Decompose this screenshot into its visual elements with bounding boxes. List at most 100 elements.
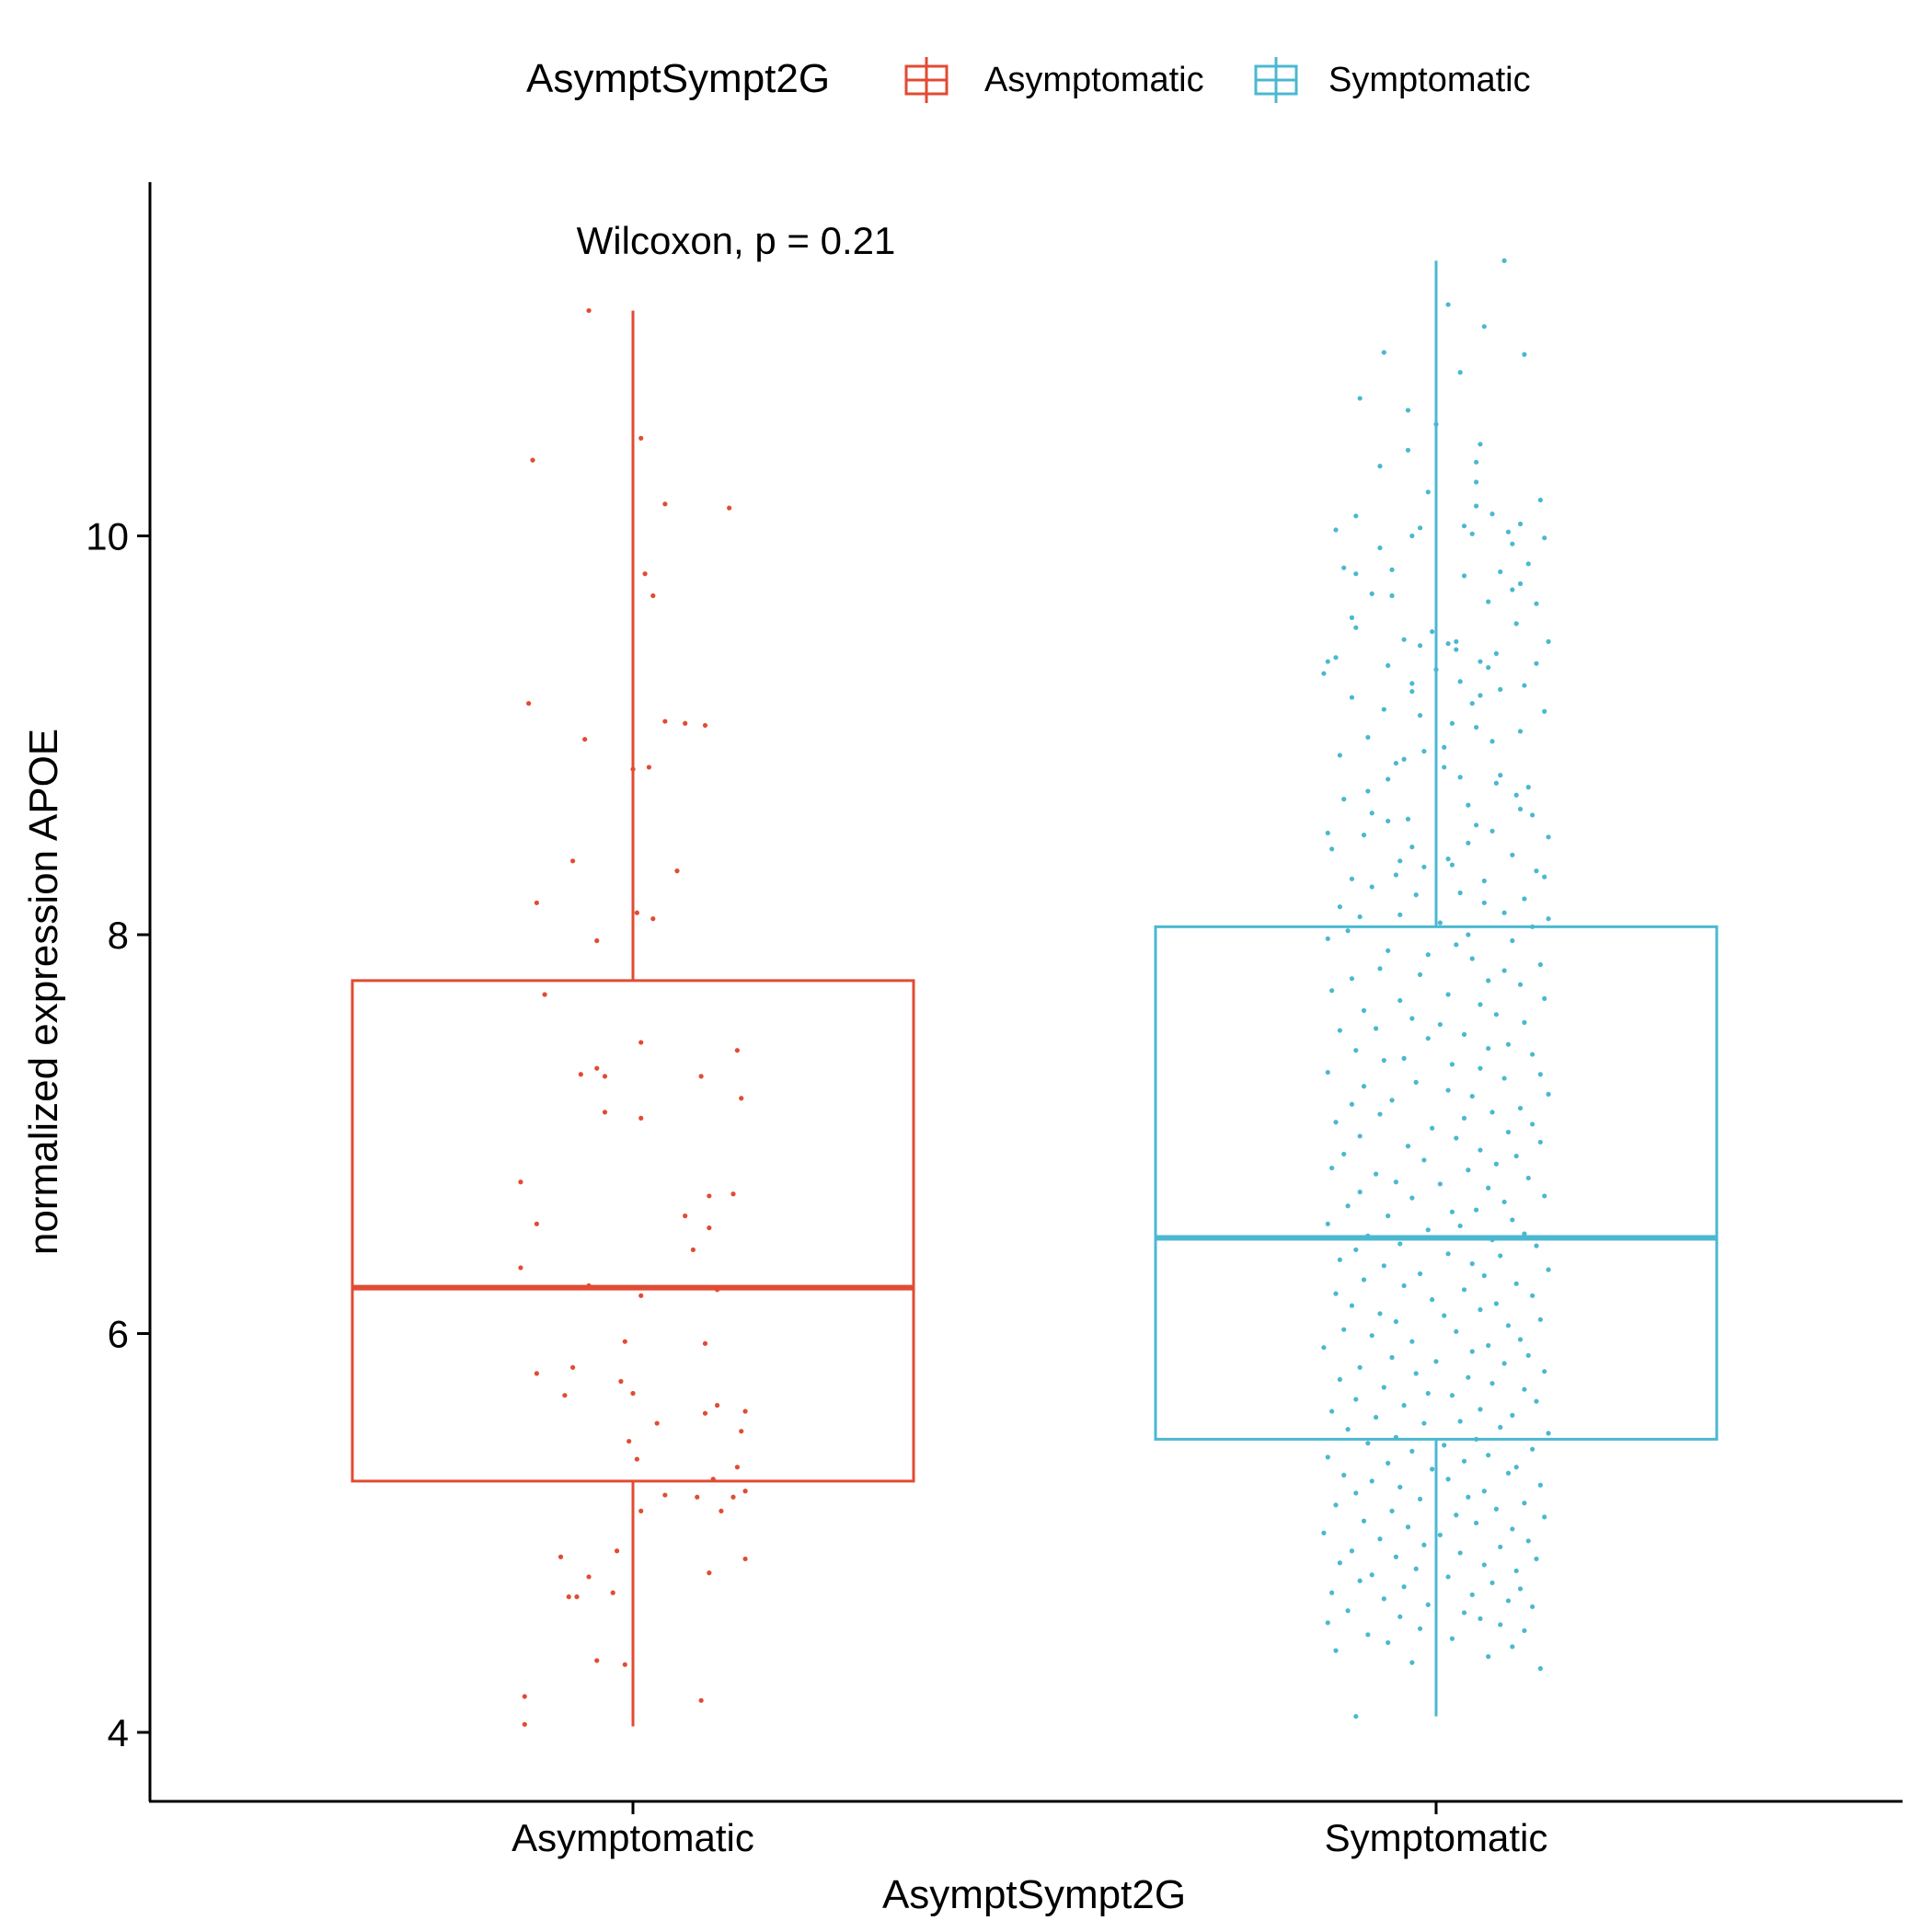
data-point-symptomatic bbox=[1510, 1217, 1515, 1223]
data-point-symptomatic bbox=[1505, 1470, 1512, 1476]
data-point-symptomatic bbox=[1474, 822, 1479, 828]
data-point-symptomatic bbox=[1510, 541, 1515, 546]
data-point-asymptomatic bbox=[594, 1065, 600, 1071]
data-point-symptomatic bbox=[1417, 525, 1423, 531]
data-point-symptomatic bbox=[1513, 1281, 1519, 1286]
data-point-symptomatic bbox=[1413, 1079, 1419, 1085]
data-point-symptomatic bbox=[1498, 1622, 1503, 1627]
data-point-symptomatic bbox=[1361, 833, 1367, 838]
data-point-symptomatic bbox=[1365, 788, 1371, 794]
data-point-symptomatic bbox=[1542, 1514, 1547, 1520]
data-point-symptomatic bbox=[1510, 1526, 1515, 1532]
data-point-symptomatic bbox=[1393, 1434, 1398, 1440]
data-point-symptomatic bbox=[1386, 1213, 1391, 1219]
data-point-symptomatic bbox=[1513, 1153, 1519, 1159]
data-point-symptomatic bbox=[1421, 748, 1427, 754]
data-point-symptomatic bbox=[1481, 878, 1487, 884]
data-point-symptomatic bbox=[1381, 1385, 1386, 1390]
data-point-symptomatic bbox=[1325, 1455, 1330, 1460]
data-point-symptomatic bbox=[1353, 513, 1359, 519]
data-point-symptomatic bbox=[1486, 1185, 1491, 1190]
data-point-symptomatic bbox=[1449, 1062, 1455, 1067]
data-point-symptomatic bbox=[1478, 659, 1483, 664]
data-point-asymptomatic bbox=[570, 1364, 576, 1370]
data-point-symptomatic bbox=[1430, 628, 1435, 635]
data-point-symptomatic bbox=[1542, 535, 1547, 541]
data-point-symptomatic bbox=[1425, 489, 1431, 495]
data-point-symptomatic bbox=[1457, 890, 1463, 896]
data-point-symptomatic bbox=[1409, 681, 1415, 686]
y-tick-label-6: 6 bbox=[108, 1313, 129, 1356]
data-point-symptomatic bbox=[1389, 1098, 1395, 1103]
data-point-symptomatic bbox=[1445, 302, 1451, 307]
data-point-symptomatic bbox=[1505, 1323, 1512, 1328]
data-point-asymptomatic bbox=[674, 868, 680, 874]
data-point-asymptomatic bbox=[710, 1477, 716, 1482]
data-point-symptomatic bbox=[1445, 1087, 1451, 1093]
data-point-asymptomatic bbox=[730, 1191, 736, 1197]
data-point-symptomatic bbox=[1530, 924, 1535, 929]
data-point-symptomatic bbox=[1461, 573, 1467, 579]
data-point-symptomatic bbox=[1349, 615, 1355, 620]
data-point-symptomatic bbox=[1365, 1632, 1371, 1638]
data-point-asymptomatic bbox=[638, 1115, 644, 1121]
data-point-symptomatic bbox=[1377, 1536, 1383, 1542]
data-point-symptomatic bbox=[1409, 1660, 1415, 1665]
data-point-symptomatic bbox=[1357, 396, 1363, 401]
data-point-symptomatic bbox=[1425, 1602, 1431, 1607]
data-point-symptomatic bbox=[1478, 1616, 1483, 1622]
data-point-symptomatic bbox=[1530, 1446, 1535, 1452]
data-point-symptomatic bbox=[1537, 1666, 1543, 1672]
data-point-symptomatic bbox=[1530, 1052, 1535, 1057]
data-point-symptomatic bbox=[1353, 1247, 1359, 1253]
data-point-symptomatic bbox=[1405, 1524, 1411, 1530]
data-point-symptomatic bbox=[1341, 1472, 1347, 1478]
data-point-symptomatic bbox=[1522, 683, 1527, 688]
data-point-symptomatic bbox=[1405, 816, 1411, 822]
data-point-symptomatic bbox=[1357, 1133, 1363, 1139]
data-point-symptomatic bbox=[1546, 1431, 1551, 1436]
data-point-symptomatic bbox=[1481, 1562, 1487, 1568]
data-point-asymptomatic bbox=[518, 1265, 523, 1271]
data-point-asymptomatic bbox=[578, 1072, 583, 1077]
data-point-asymptomatic bbox=[618, 1378, 624, 1385]
data-point-symptomatic bbox=[1333, 1291, 1339, 1296]
data-point-symptomatic bbox=[1546, 638, 1551, 644]
data-point-asymptomatic bbox=[558, 1554, 564, 1559]
data-point-symptomatic bbox=[1353, 1490, 1359, 1496]
data-point-symptomatic bbox=[1457, 679, 1463, 684]
data-point-asymptomatic bbox=[742, 1489, 748, 1494]
data-point-symptomatic bbox=[1442, 744, 1447, 750]
data-point-symptomatic bbox=[1478, 693, 1483, 698]
data-point-symptomatic bbox=[1417, 1626, 1423, 1631]
data-point-asymptomatic bbox=[707, 1225, 712, 1231]
data-point-symptomatic bbox=[1365, 1441, 1371, 1446]
data-point-symptomatic bbox=[1349, 876, 1355, 881]
data-point-symptomatic bbox=[1345, 1426, 1351, 1432]
data-point-symptomatic bbox=[1469, 700, 1475, 707]
data-point-symptomatic bbox=[1445, 1477, 1451, 1482]
data-point-symptomatic bbox=[1386, 1460, 1391, 1466]
data-point-symptomatic bbox=[1493, 650, 1499, 656]
data-point-symptomatic bbox=[1401, 1055, 1407, 1061]
data-point-symptomatic bbox=[1341, 1327, 1347, 1332]
data-point-symptomatic bbox=[1449, 862, 1455, 868]
data-point-symptomatic bbox=[1353, 1397, 1359, 1402]
data-point-symptomatic bbox=[1542, 1193, 1547, 1199]
data-point-symptomatic bbox=[1393, 1318, 1398, 1325]
data-point-symptomatic bbox=[1542, 708, 1547, 714]
data-point-symptomatic bbox=[1421, 864, 1427, 869]
data-point-symptomatic bbox=[1369, 591, 1374, 596]
y-axis-ticks: 4 6 8 10 bbox=[86, 515, 150, 1754]
data-point-symptomatic bbox=[1409, 688, 1415, 695]
data-point-symptomatic bbox=[1513, 621, 1519, 627]
data-point-asymptomatic bbox=[702, 1340, 708, 1346]
box-symptomatic bbox=[1154, 925, 1719, 1441]
data-point-asymptomatic bbox=[727, 505, 732, 511]
data-point-asymptomatic bbox=[534, 1221, 539, 1226]
data-point-symptomatic bbox=[1377, 545, 1383, 551]
data-point-symptomatic bbox=[1501, 968, 1507, 973]
data-point-symptomatic bbox=[1522, 351, 1527, 357]
data-point-symptomatic bbox=[1542, 995, 1547, 1001]
